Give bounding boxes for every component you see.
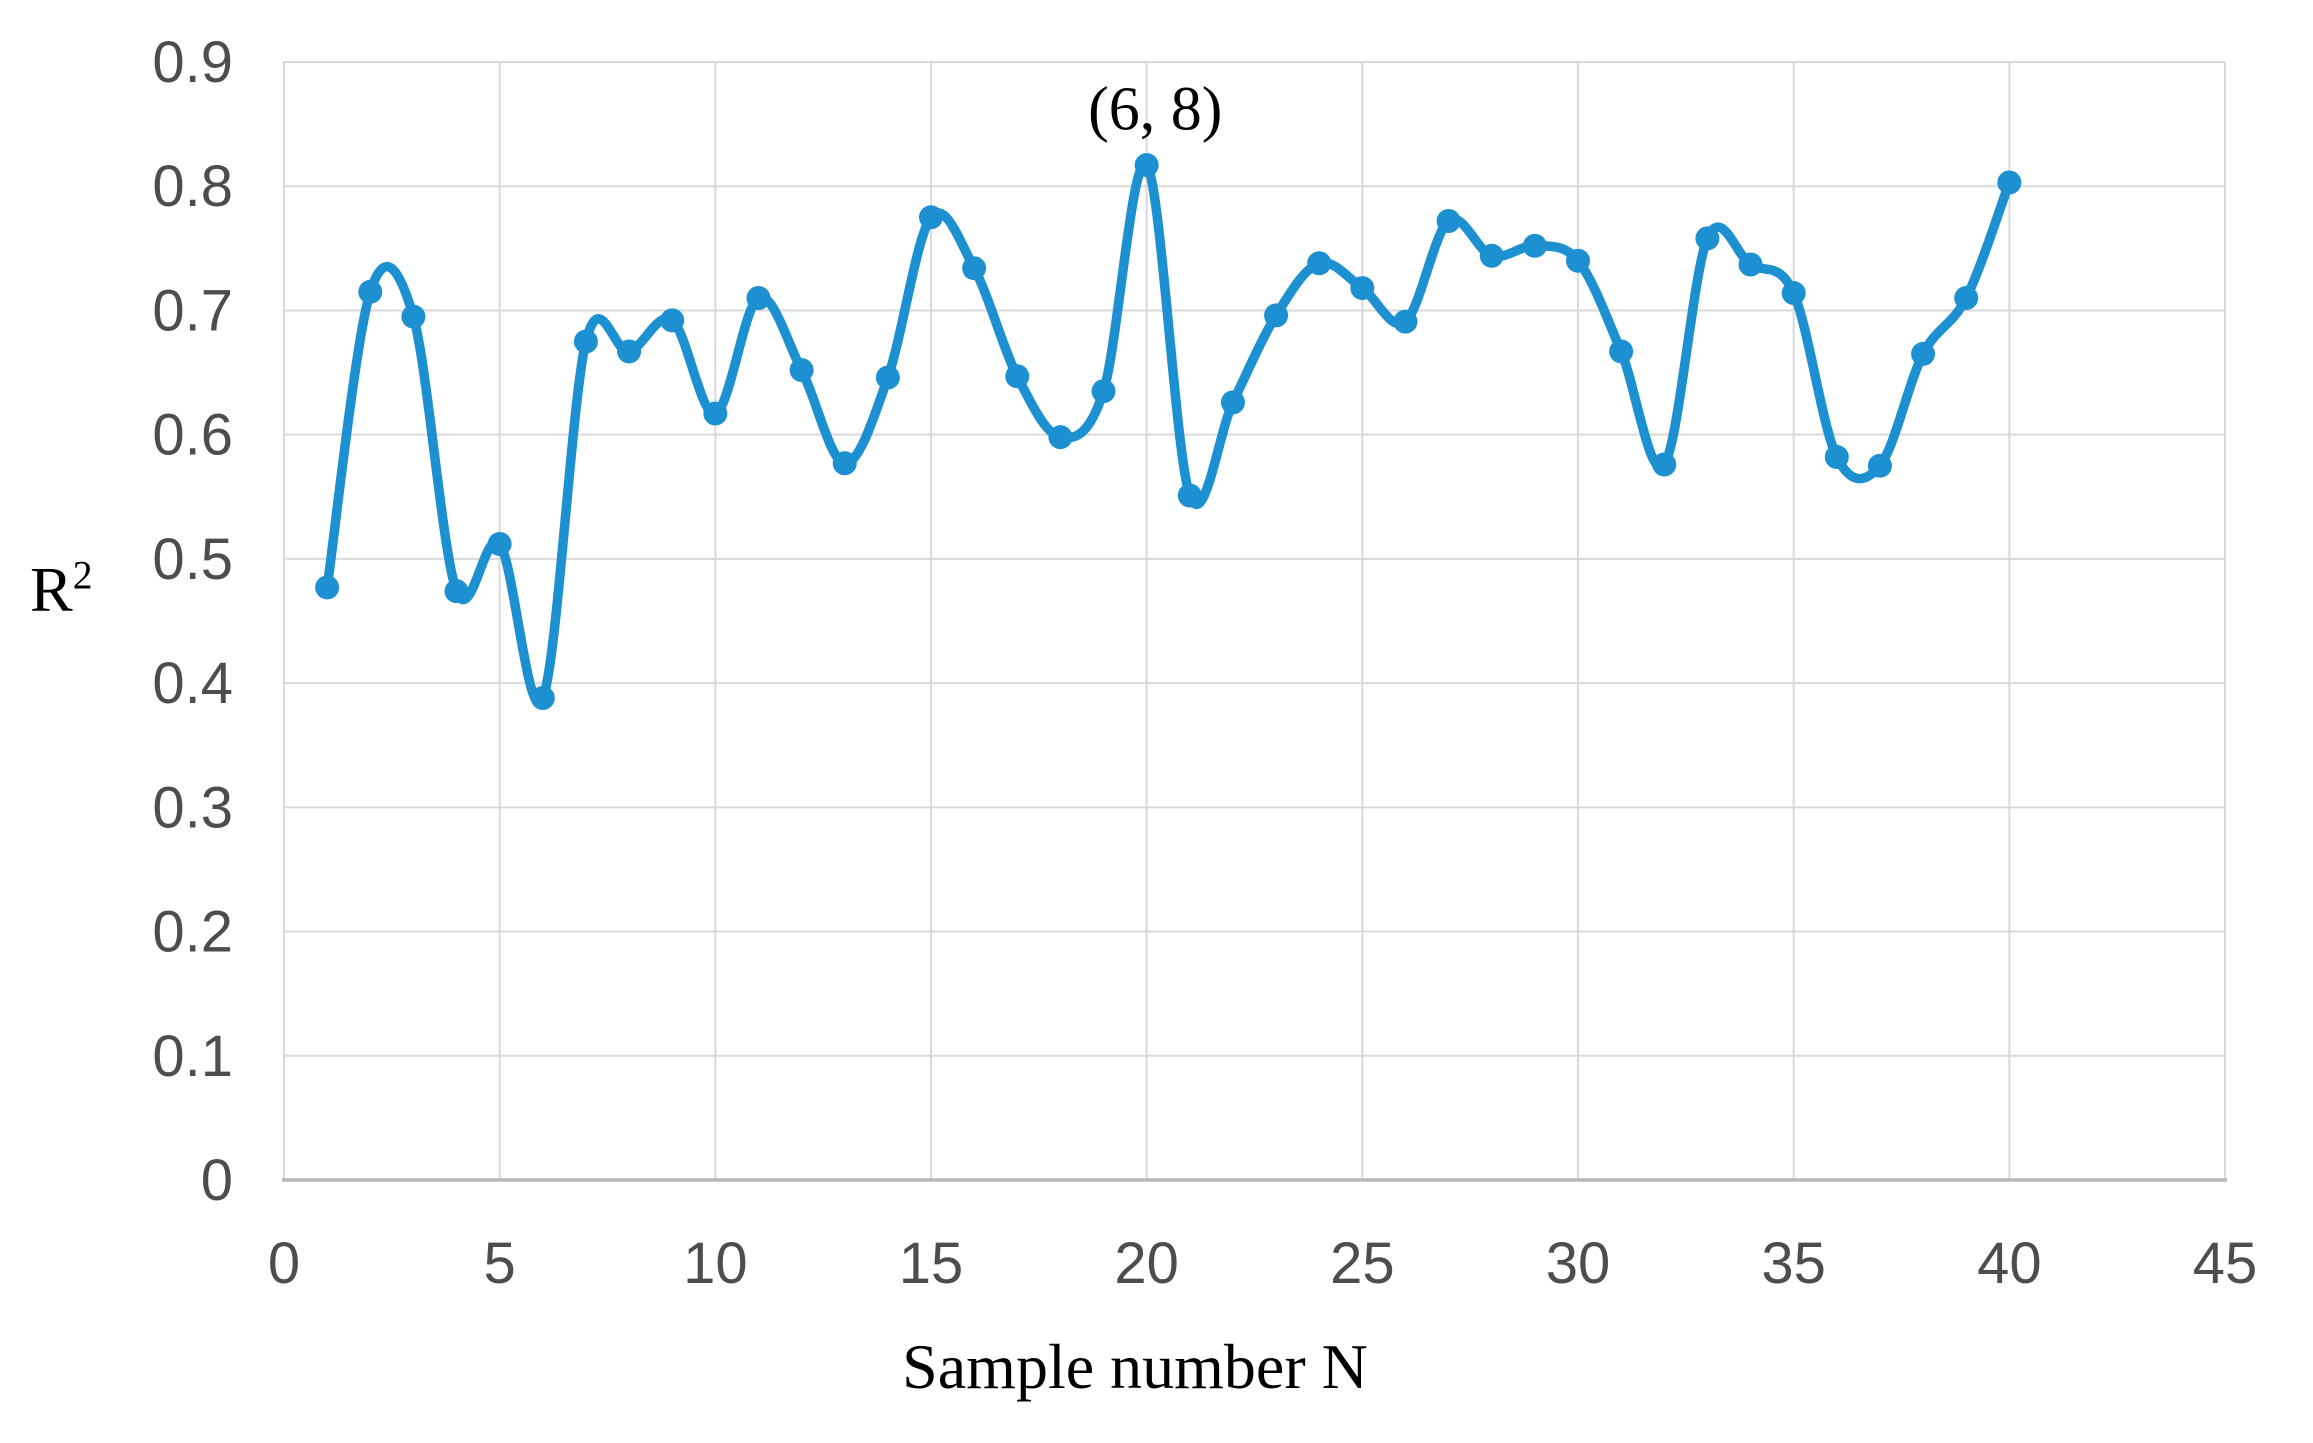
- y-tick-label: 0.5: [152, 527, 233, 592]
- data-point-marker: [1609, 339, 1634, 364]
- data-point-marker: [530, 686, 555, 711]
- data-point-marker: [1393, 309, 1418, 334]
- x-tick-label: 0: [268, 1231, 300, 1296]
- data-point-marker: [1048, 425, 1073, 450]
- y-tick-label: 0.7: [152, 278, 233, 343]
- x-tick-label: 45: [2193, 1231, 2258, 1296]
- data-point-marker: [1652, 452, 1677, 477]
- data-point-marker: [875, 365, 900, 390]
- data-point-marker: [1695, 226, 1720, 251]
- data-point-marker: [832, 451, 857, 476]
- data-point-marker: [962, 256, 987, 281]
- x-axis-title: Sample number N: [902, 1331, 1368, 1402]
- y-tick-label: 0.6: [152, 403, 233, 468]
- y-tick-label: 0.3: [152, 775, 233, 840]
- x-tick-label: 35: [1761, 1231, 1826, 1296]
- y-tick-labels: 0 0.1 0.2 0.3 0.4 0.5 0.6 0.7 0.8 0.9: [152, 30, 233, 1213]
- x-tick-label: 20: [1114, 1231, 1179, 1296]
- series-layer: [315, 153, 2022, 711]
- data-point-marker: [1307, 251, 1332, 276]
- data-point-marker: [617, 339, 642, 364]
- x-tick-label: 25: [1330, 1231, 1395, 1296]
- peak-annotation: (6, 8): [1088, 75, 1223, 144]
- x-tick-label: 10: [683, 1231, 748, 1296]
- data-point-marker: [660, 308, 685, 333]
- x-tick-labels: 0 5 10 15 20 25 30 35 40 45: [268, 1231, 2257, 1296]
- y-tick-label: 0.8: [152, 154, 233, 219]
- data-point-marker: [1177, 483, 1202, 508]
- y-tick-label: 0: [201, 1148, 233, 1213]
- y-axis-title-superscript: 2: [72, 553, 93, 598]
- y-axis-title: R2: [30, 553, 93, 627]
- data-point-marker: [1091, 379, 1116, 404]
- data-point-marker: [401, 304, 426, 329]
- y-tick-label: 0.9: [152, 30, 233, 95]
- data-point-marker: [1134, 153, 1159, 178]
- y-tick-label: 0.2: [152, 900, 233, 965]
- data-point-marker: [1436, 209, 1461, 234]
- data-point-marker: [1350, 276, 1375, 301]
- data-point-marker: [1781, 281, 1806, 306]
- gridlines-layer: [283, 61, 2226, 1180]
- series-line: [322, 159, 2015, 707]
- data-point-marker: [703, 401, 728, 426]
- data-point-marker: [1220, 390, 1245, 415]
- x-tick-label: 30: [1546, 1231, 1611, 1296]
- y-tick-label: 0.1: [152, 1024, 233, 1089]
- data-point-marker: [1479, 243, 1504, 268]
- data-point-marker: [1867, 453, 1892, 478]
- data-point-marker: [1997, 170, 2022, 195]
- data-point-marker: [746, 286, 771, 311]
- x-tick-label: 15: [899, 1231, 964, 1296]
- x-tick-label: 5: [484, 1231, 516, 1296]
- data-point-marker: [1264, 303, 1289, 328]
- data-point-marker: [358, 279, 383, 304]
- y-tick-label: 0.4: [152, 651, 233, 716]
- data-point-marker: [1566, 248, 1590, 273]
- data-point-marker: [573, 329, 598, 354]
- y-axis-title-base: R: [30, 554, 73, 625]
- data-point-marker: [1522, 233, 1547, 258]
- data-point-marker: [919, 205, 943, 230]
- data-point-marker: [1005, 364, 1030, 389]
- x-tick-label: 40: [1977, 1231, 2042, 1296]
- data-point-marker: [315, 575, 340, 600]
- data-point-marker: [444, 579, 469, 604]
- data-point-marker: [1954, 286, 1979, 311]
- data-point-marker: [1824, 445, 1849, 470]
- data-point-marker: [487, 531, 512, 556]
- data-point-marker: [789, 358, 814, 383]
- data-point-marker: [1738, 252, 1763, 277]
- data-point-marker: [1911, 341, 1936, 366]
